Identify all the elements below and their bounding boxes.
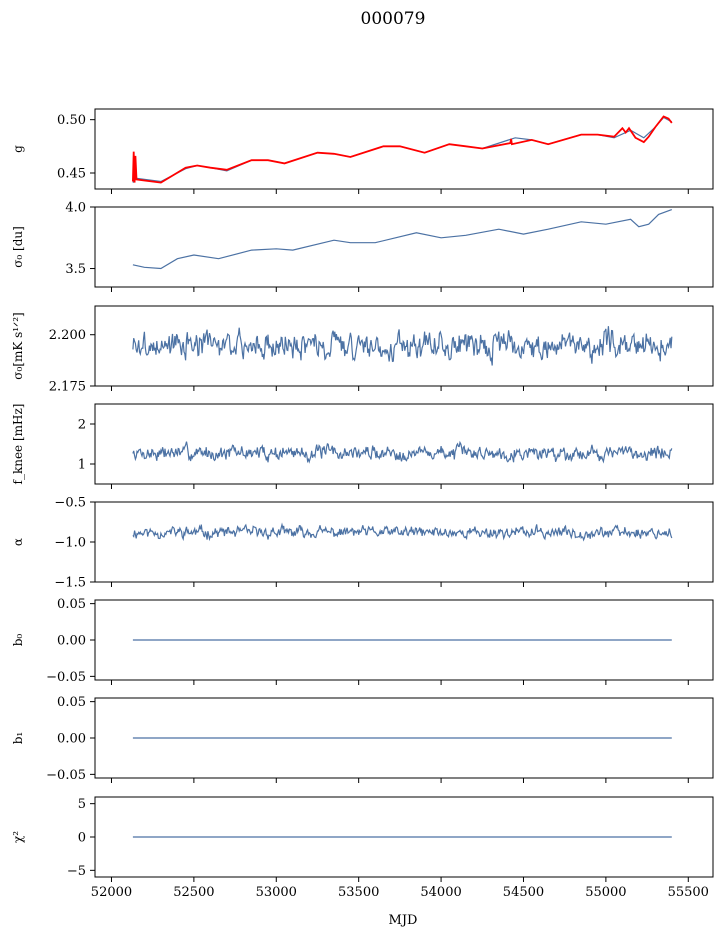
y-tick-label-b1-2: 0.05 — [57, 695, 86, 710]
x-tick-label-0: 52000 — [91, 885, 132, 900]
y-tick-label-chi2-0: −5 — [67, 864, 86, 879]
y-tick-label-sigma0-du-1: 4.0 — [65, 201, 86, 216]
y-axis-label-g: g — [11, 145, 25, 153]
y-tick-label-b1-0: −0.05 — [46, 768, 86, 783]
x-axis-label: MJD — [389, 913, 418, 928]
x-tick-label-1: 52500 — [173, 885, 214, 900]
panel-chi2: −5 0 5 χ² 52000 52500 53000 53500 54000 54500 5500… — [11, 796, 714, 900]
series-line-g-0 — [132, 116, 673, 183]
y-axis-label-sigma0-mk: σ₀[mK s¹ᐟ²] — [11, 312, 25, 379]
x-tick-label-3: 53500 — [338, 885, 379, 900]
y-tick-label-sigma0-mk-1: 2.200 — [49, 328, 86, 343]
panel-b0: −0.05 0.00 0.05 b₀ — [11, 597, 714, 685]
panel-f-knee: 1 2 f_knee [mHz] — [11, 403, 714, 489]
y-tick-label-g-0: 0.45 — [57, 167, 86, 182]
series-line-f-knee-0 — [132, 440, 673, 464]
series-line-sigma0-du-0 — [132, 208, 673, 270]
panel-sigma0-mk: 2.175 2.200 σ₀[mK s¹ᐟ²] — [11, 305, 714, 395]
y-axis-label-chi2: χ² — [11, 831, 25, 843]
y-axis-label-sigma0-du: σ₀ [du] — [11, 226, 25, 268]
series-line-g-1 — [132, 115, 673, 184]
axes-frame-sigma0-mk — [94, 305, 714, 387]
y-tick-label-f-knee-1: 2 — [78, 418, 86, 433]
x-tick-label-7: 55500 — [668, 885, 709, 900]
panel-g: 0.45 0.50 g — [11, 108, 714, 194]
y-tick-label-alpha-2: −0.5 — [54, 496, 86, 511]
y-tick-label-b0-2: 0.05 — [57, 597, 86, 612]
panel-alpha: −1.5 −1.0 −0.5 α — [11, 496, 714, 591]
axes-frame-sigma0-du — [94, 206, 714, 288]
y-tick-label-f-knee-0: 1 — [78, 458, 86, 473]
y-axis-label-alpha: α — [11, 538, 25, 546]
axes-frame-f-knee — [94, 403, 714, 485]
y-axis-label-b0: b₀ — [11, 634, 25, 647]
panels-group: 0.45 0.50 g 3.5 4.0 σ₀ [du] 2.175 2.200 σ₀[mK s¹… — [11, 108, 714, 900]
y-axis-label-b1: b₁ — [11, 732, 25, 745]
axes-frame-g — [94, 108, 714, 190]
figure-title: 000079 — [361, 9, 426, 29]
axes-frame-alpha — [94, 501, 714, 583]
x-tick-label-4: 54000 — [420, 885, 461, 900]
y-axis-label-f-knee: f_knee [mHz] — [11, 404, 25, 485]
x-tick-label-5: 54500 — [503, 885, 544, 900]
x-tick-label-2: 53000 — [256, 885, 297, 900]
y-tick-label-sigma0-du-0: 3.5 — [65, 262, 86, 277]
y-tick-label-chi2-1: 0 — [78, 831, 86, 846]
y-tick-label-sigma0-mk-0: 2.175 — [49, 380, 86, 395]
panel-sigma0-du: 3.5 4.0 σ₀ [du] — [11, 201, 714, 292]
y-tick-label-alpha-1: −1.0 — [54, 536, 86, 551]
y-tick-label-chi2-2: 5 — [78, 797, 86, 812]
y-tick-label-alpha-0: −1.5 — [54, 576, 86, 591]
series-line-alpha-0 — [132, 522, 673, 542]
y-tick-label-g-1: 0.50 — [57, 113, 86, 128]
x-tick-label-6: 55000 — [585, 885, 626, 900]
y-tick-label-b0-1: 0.00 — [57, 634, 86, 649]
y-tick-label-b1-1: 0.00 — [57, 732, 86, 747]
panel-b1: −0.05 0.00 0.05 b₁ — [11, 695, 714, 783]
y-tick-label-b0-0: −0.05 — [46, 670, 86, 685]
series-line-sigma0-mk-0 — [132, 326, 673, 366]
